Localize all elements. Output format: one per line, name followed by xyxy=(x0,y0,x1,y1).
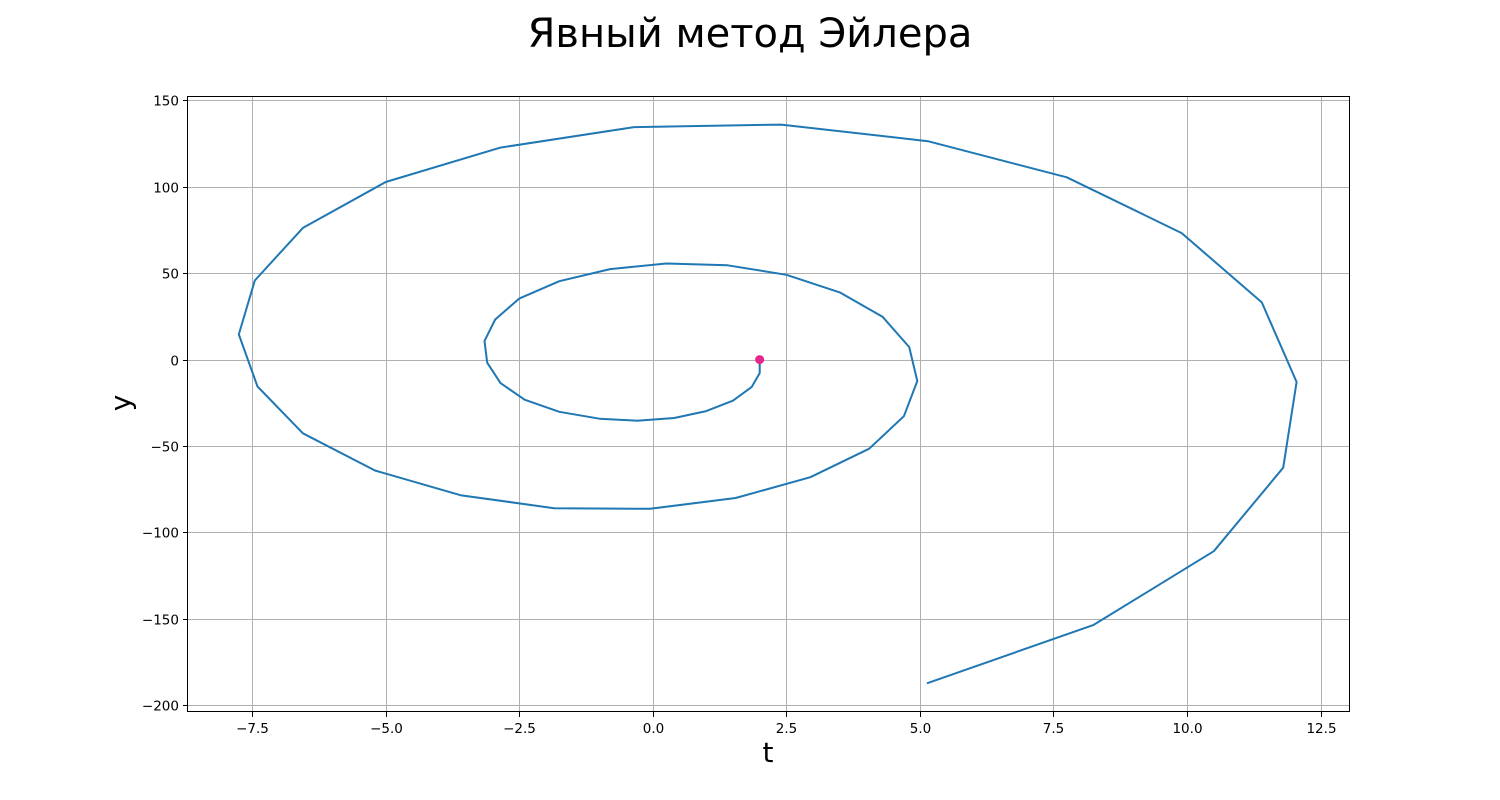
y-axis: −200 −150 −100 −50 0 50 100 150 xyxy=(142,94,188,715)
x-tick-label: 7.5 xyxy=(1043,721,1064,737)
plot-frame xyxy=(187,96,1350,712)
x-tick-label: 12.5 xyxy=(1306,721,1336,737)
series-line xyxy=(237,123,1298,685)
x-tick-label: 10.0 xyxy=(1172,721,1202,737)
marker-layer xyxy=(755,355,765,365)
x-tick-label: 5.0 xyxy=(910,721,931,737)
series-layer xyxy=(237,123,1298,685)
y-tick-label: −100 xyxy=(142,526,179,542)
x-tick-label: −2.5 xyxy=(503,721,536,737)
x-axis-label: t xyxy=(763,736,774,769)
x-axis: −7.5 −5.0 −2.5 0.0 2.5 5.0 7.5 10.0 12.5 xyxy=(236,712,1337,737)
start-point-marker xyxy=(755,355,765,365)
y-tick-label: −50 xyxy=(151,440,180,456)
x-tick-label: −5.0 xyxy=(370,721,403,737)
grid xyxy=(188,97,1350,712)
y-tick-label: 100 xyxy=(153,181,179,197)
x-tick-label: 0.0 xyxy=(643,721,664,737)
y-tick-label: −150 xyxy=(142,613,179,629)
x-tick-label: 2.5 xyxy=(776,721,797,737)
y-tick-label: 0 xyxy=(170,354,179,370)
chart-title: Явный метод Эйлера xyxy=(528,11,973,57)
y-tick-label: 150 xyxy=(153,94,179,110)
y-axis-label: y xyxy=(104,395,137,412)
y-tick-label: 50 xyxy=(162,267,179,283)
x-tick-label: −7.5 xyxy=(236,721,269,737)
y-tick-label: −200 xyxy=(142,699,179,715)
